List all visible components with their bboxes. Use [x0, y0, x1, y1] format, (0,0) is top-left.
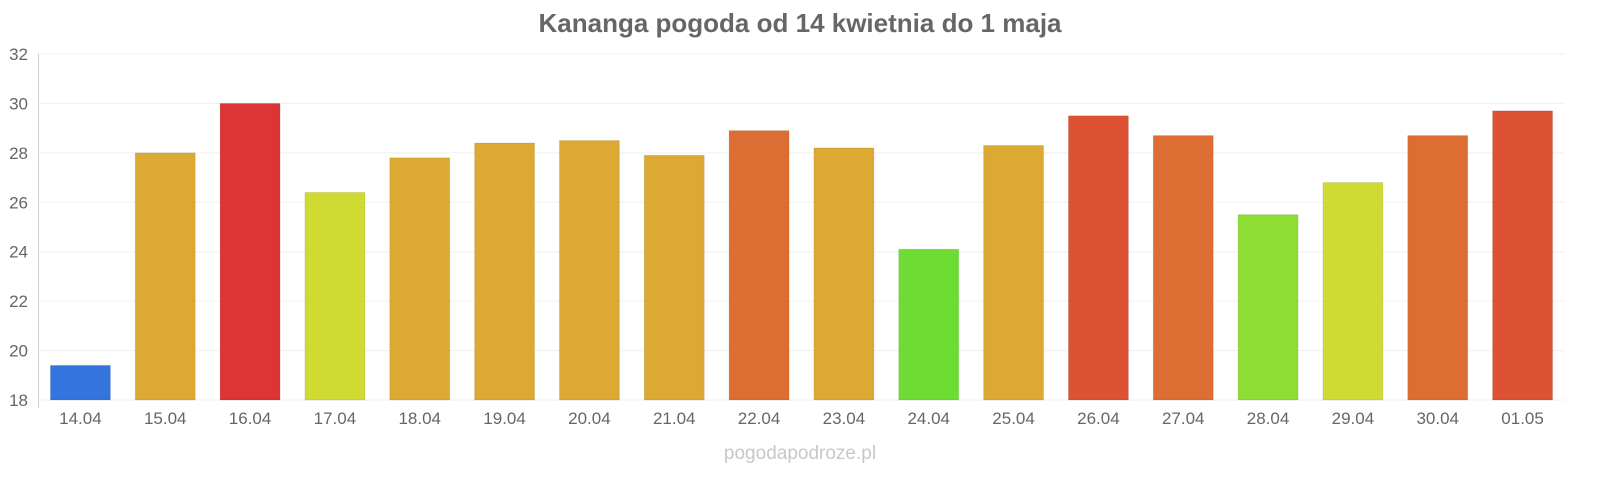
x-tick-label: 28.04 — [1247, 409, 1290, 428]
bar-26.04[interactable] — [1067, 115, 1129, 401]
x-tick-label: 26.04 — [1077, 409, 1120, 428]
bar-24.04[interactable] — [898, 248, 960, 401]
x-tick-label: 21.04 — [653, 409, 696, 428]
chart-title: Kananga pogoda od 14 kwietnia do 1 maja — [539, 8, 1063, 38]
x-tick-label: 23.04 — [823, 409, 866, 428]
bar-16.04[interactable] — [219, 102, 281, 401]
x-tick-label: 19.04 — [483, 409, 526, 428]
y-tick-label: 22 — [9, 292, 28, 311]
x-tick-label: 25.04 — [992, 409, 1035, 428]
y-tick-label: 24 — [9, 243, 28, 262]
footer-watermark: pogodapodroze.pl — [724, 443, 876, 464]
x-tick-label: 27.04 — [1162, 409, 1205, 428]
y-tick-label: 30 — [9, 94, 28, 113]
x-tick-label: 01.05 — [1501, 409, 1544, 428]
bar-23.04[interactable] — [813, 147, 875, 401]
bar-20.04[interactable] — [558, 140, 620, 401]
bar-29.04[interactable] — [1322, 182, 1384, 401]
bar-28.04[interactable] — [1237, 214, 1299, 401]
bar-21.04[interactable] — [643, 154, 705, 401]
bar-22.04[interactable] — [728, 130, 790, 401]
bar-18.04[interactable] — [389, 157, 451, 401]
x-tick-label: 17.04 — [314, 409, 357, 428]
bar-25.04[interactable] — [983, 144, 1045, 401]
bar-14.04[interactable] — [49, 364, 111, 401]
x-tick-label: 16.04 — [229, 409, 272, 428]
x-tick-label: 14.04 — [59, 409, 102, 428]
y-tick-label: 32 — [9, 45, 28, 64]
x-tick-label: 30.04 — [1416, 409, 1459, 428]
bar-17.04[interactable] — [304, 191, 366, 401]
x-tick-label: 22.04 — [738, 409, 781, 428]
x-tick-label: 18.04 — [398, 409, 441, 428]
x-tick-label: 24.04 — [907, 409, 950, 428]
bar-19.04[interactable] — [474, 142, 536, 401]
bar-27.04[interactable] — [1152, 135, 1214, 401]
x-tick-label: 15.04 — [144, 409, 187, 428]
y-tick-label: 20 — [9, 342, 28, 361]
bar-15.04[interactable] — [134, 152, 196, 401]
y-tick-label: 28 — [9, 144, 28, 163]
x-tick-label: 20.04 — [568, 409, 611, 428]
bar-30.04[interactable] — [1407, 135, 1469, 401]
bar-01.05[interactable] — [1492, 110, 1554, 401]
y-tick-label: 18 — [9, 391, 28, 410]
y-tick-label: 26 — [9, 193, 28, 212]
x-tick-label: 29.04 — [1332, 409, 1375, 428]
